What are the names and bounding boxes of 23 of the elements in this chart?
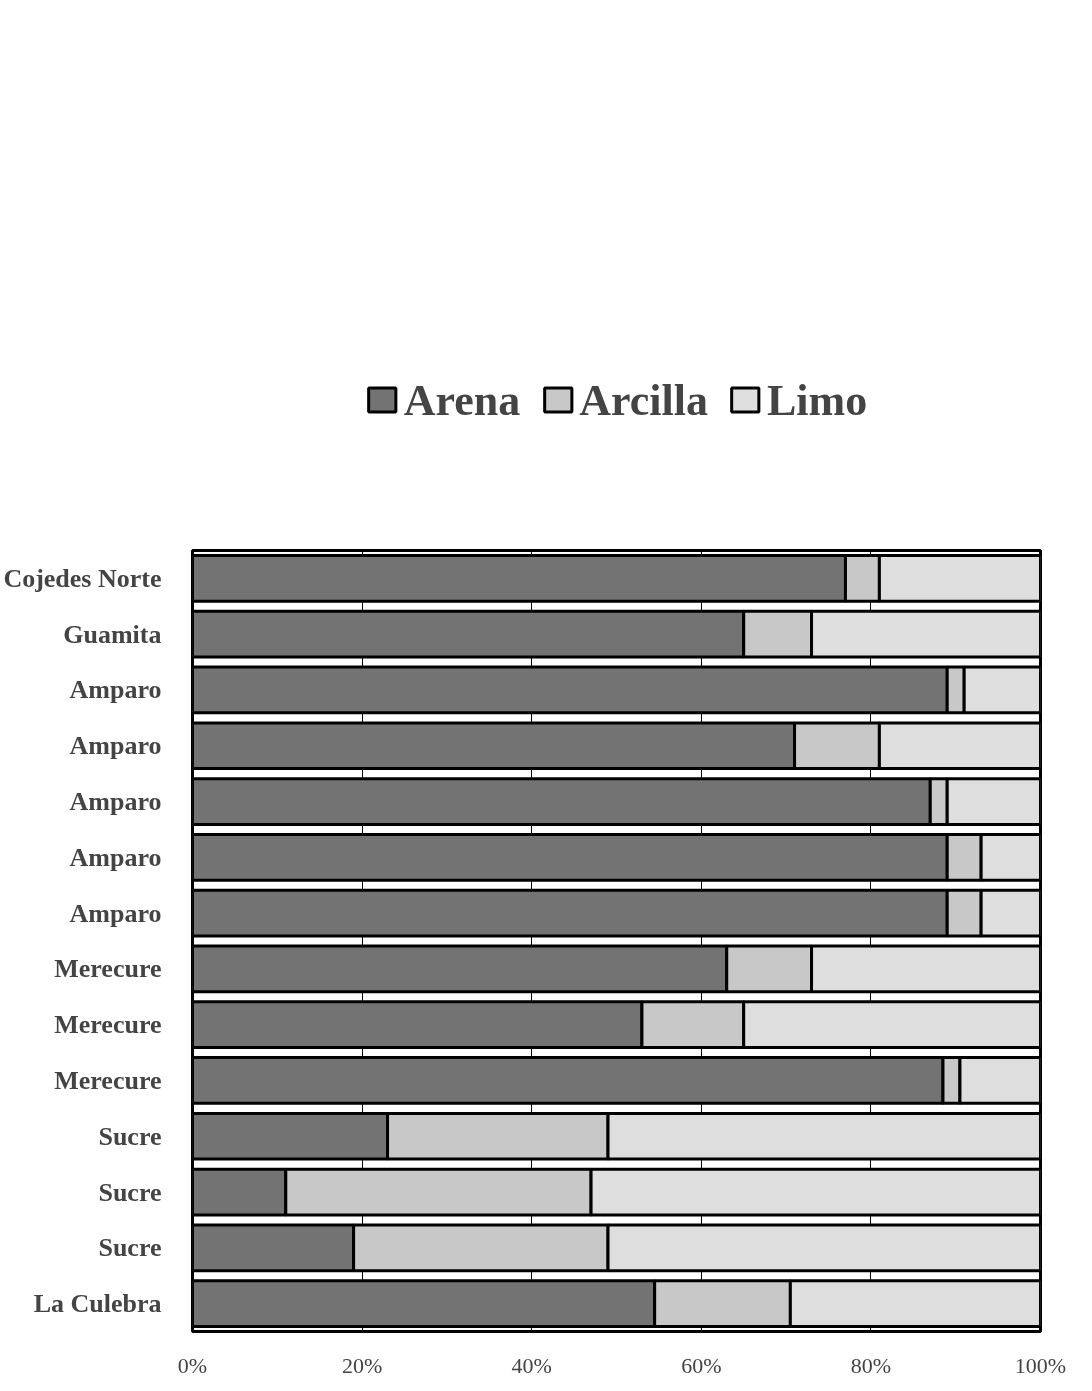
x-tick-label: 20%	[341, 1352, 383, 1378]
y-tick-label: Amparo	[69, 675, 162, 705]
y-tick-label: Merecure	[54, 954, 162, 984]
y-tick-label: Amparo	[69, 787, 162, 817]
y-tick-label: Cojedes Norte	[3, 563, 162, 593]
legend-label: Arena	[403, 374, 521, 426]
y-tick-label: Merecure	[54, 1010, 162, 1040]
y-tick-label: Sucre	[98, 1233, 162, 1263]
x-tick-label: 0%	[177, 1352, 208, 1378]
y-tick-label: Amparo	[69, 731, 162, 761]
legend-label: Limo	[767, 374, 868, 426]
y-tick-label: Amparo	[69, 898, 162, 928]
x-tick-label: 80%	[850, 1352, 892, 1378]
x-tick-label: 40%	[511, 1352, 552, 1378]
y-tick-label: Guamita	[63, 619, 162, 649]
x-tick-label: 100%	[1014, 1352, 1067, 1378]
x-tick-label: 60%	[681, 1352, 722, 1378]
y-tick-label: Sucre	[98, 1177, 162, 1207]
y-tick-label: Sucre	[98, 1121, 162, 1151]
y-tick-label: Merecure	[54, 1065, 162, 1095]
y-tick-label: Amparo	[69, 842, 162, 872]
y-tick-label: La Culebra	[33, 1289, 162, 1319]
legend-label: Arcilla	[579, 374, 708, 426]
